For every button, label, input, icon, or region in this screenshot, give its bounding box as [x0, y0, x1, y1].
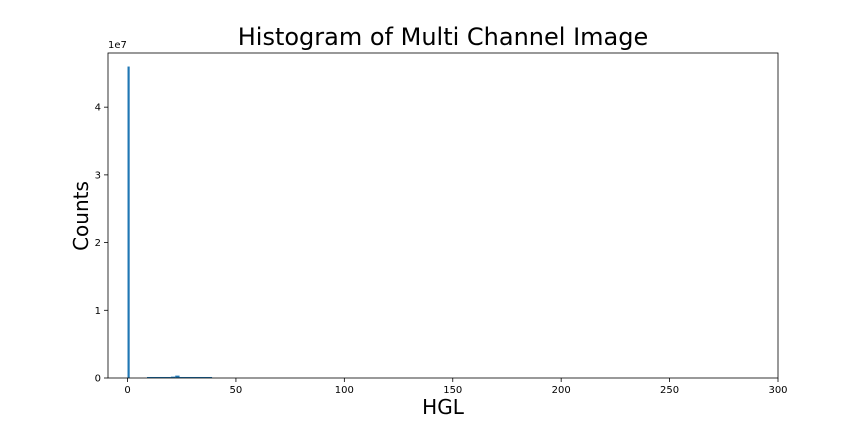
x-axis-label: HGL: [422, 395, 465, 419]
x-tick-label: 200: [552, 385, 571, 396]
histogram-bar-3: [175, 375, 180, 378]
histogram-bars: [127, 66, 213, 379]
chart-title: Histogram of Multi Channel Image: [238, 23, 649, 51]
histogram-bar-2: [170, 376, 176, 378]
x-axis-ticks: 0 50 100 150 200 250 300: [124, 378, 788, 396]
x-tick-label: 100: [335, 385, 354, 396]
y-axis-ticks: 0 1 2 3 4: [95, 103, 108, 385]
x-tick-label: 150: [443, 385, 462, 396]
y-tick-label: 0: [95, 374, 101, 385]
histogram-bar-4: [179, 376, 213, 378]
x-tick-label: 0: [124, 385, 130, 396]
y-tick-label: 1: [95, 306, 101, 317]
y-axis-label: Counts: [69, 181, 93, 251]
y-axis-offset-label: 1e7: [108, 40, 127, 51]
plot-frame: [107, 52, 779, 379]
y-tick-label: 3: [95, 170, 101, 181]
histogram-bar-0: [127, 66, 130, 379]
y-tick-label: 2: [95, 238, 101, 249]
x-tick-label: 250: [660, 385, 679, 396]
x-tick-label: 300: [768, 385, 787, 396]
y-tick-label: 4: [95, 103, 101, 114]
x-tick-label: 50: [230, 385, 243, 396]
histogram-bar-1: [147, 376, 171, 378]
